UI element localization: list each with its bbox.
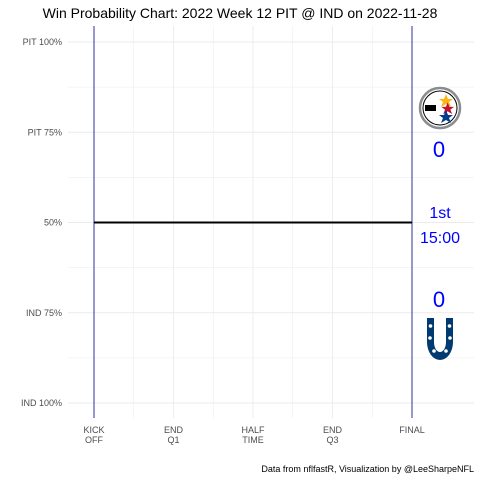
chart-caption: Data from nflfastR, Visualization by @Le… [261,464,474,474]
steelers-logo-icon [418,86,462,130]
y-tick-label: PIT 75% [28,127,62,137]
y-axis-ticks: PIT 100% PIT 75% 50% IND 75% IND 100% [21,37,62,408]
chart-title: Win Probability Chart: 2022 Week 12 PIT … [43,5,438,21]
x-tick-label: END Q1 [164,425,184,445]
y-tick-label: IND 100% [21,398,62,408]
colts-horseshoe-icon [427,318,453,360]
away-score: 0 [433,137,445,162]
x-tick-label: KICK OFF [83,425,104,445]
y-tick-label: IND 75% [26,308,62,318]
game-quarter: 1st [429,205,451,222]
home-score: 0 [433,287,445,312]
x-tick-label: HALF TIME [241,425,265,445]
x-axis-ticks: KICK OFF END Q1 HALF TIME END Q3 FINAL [83,425,424,445]
x-tick-label: END Q3 [323,425,343,445]
y-tick-label: 50% [44,218,62,228]
game-clock: 15:00 [420,230,460,247]
x-tick-label: FINAL [399,425,425,435]
y-tick-label: PIT 100% [23,37,62,47]
